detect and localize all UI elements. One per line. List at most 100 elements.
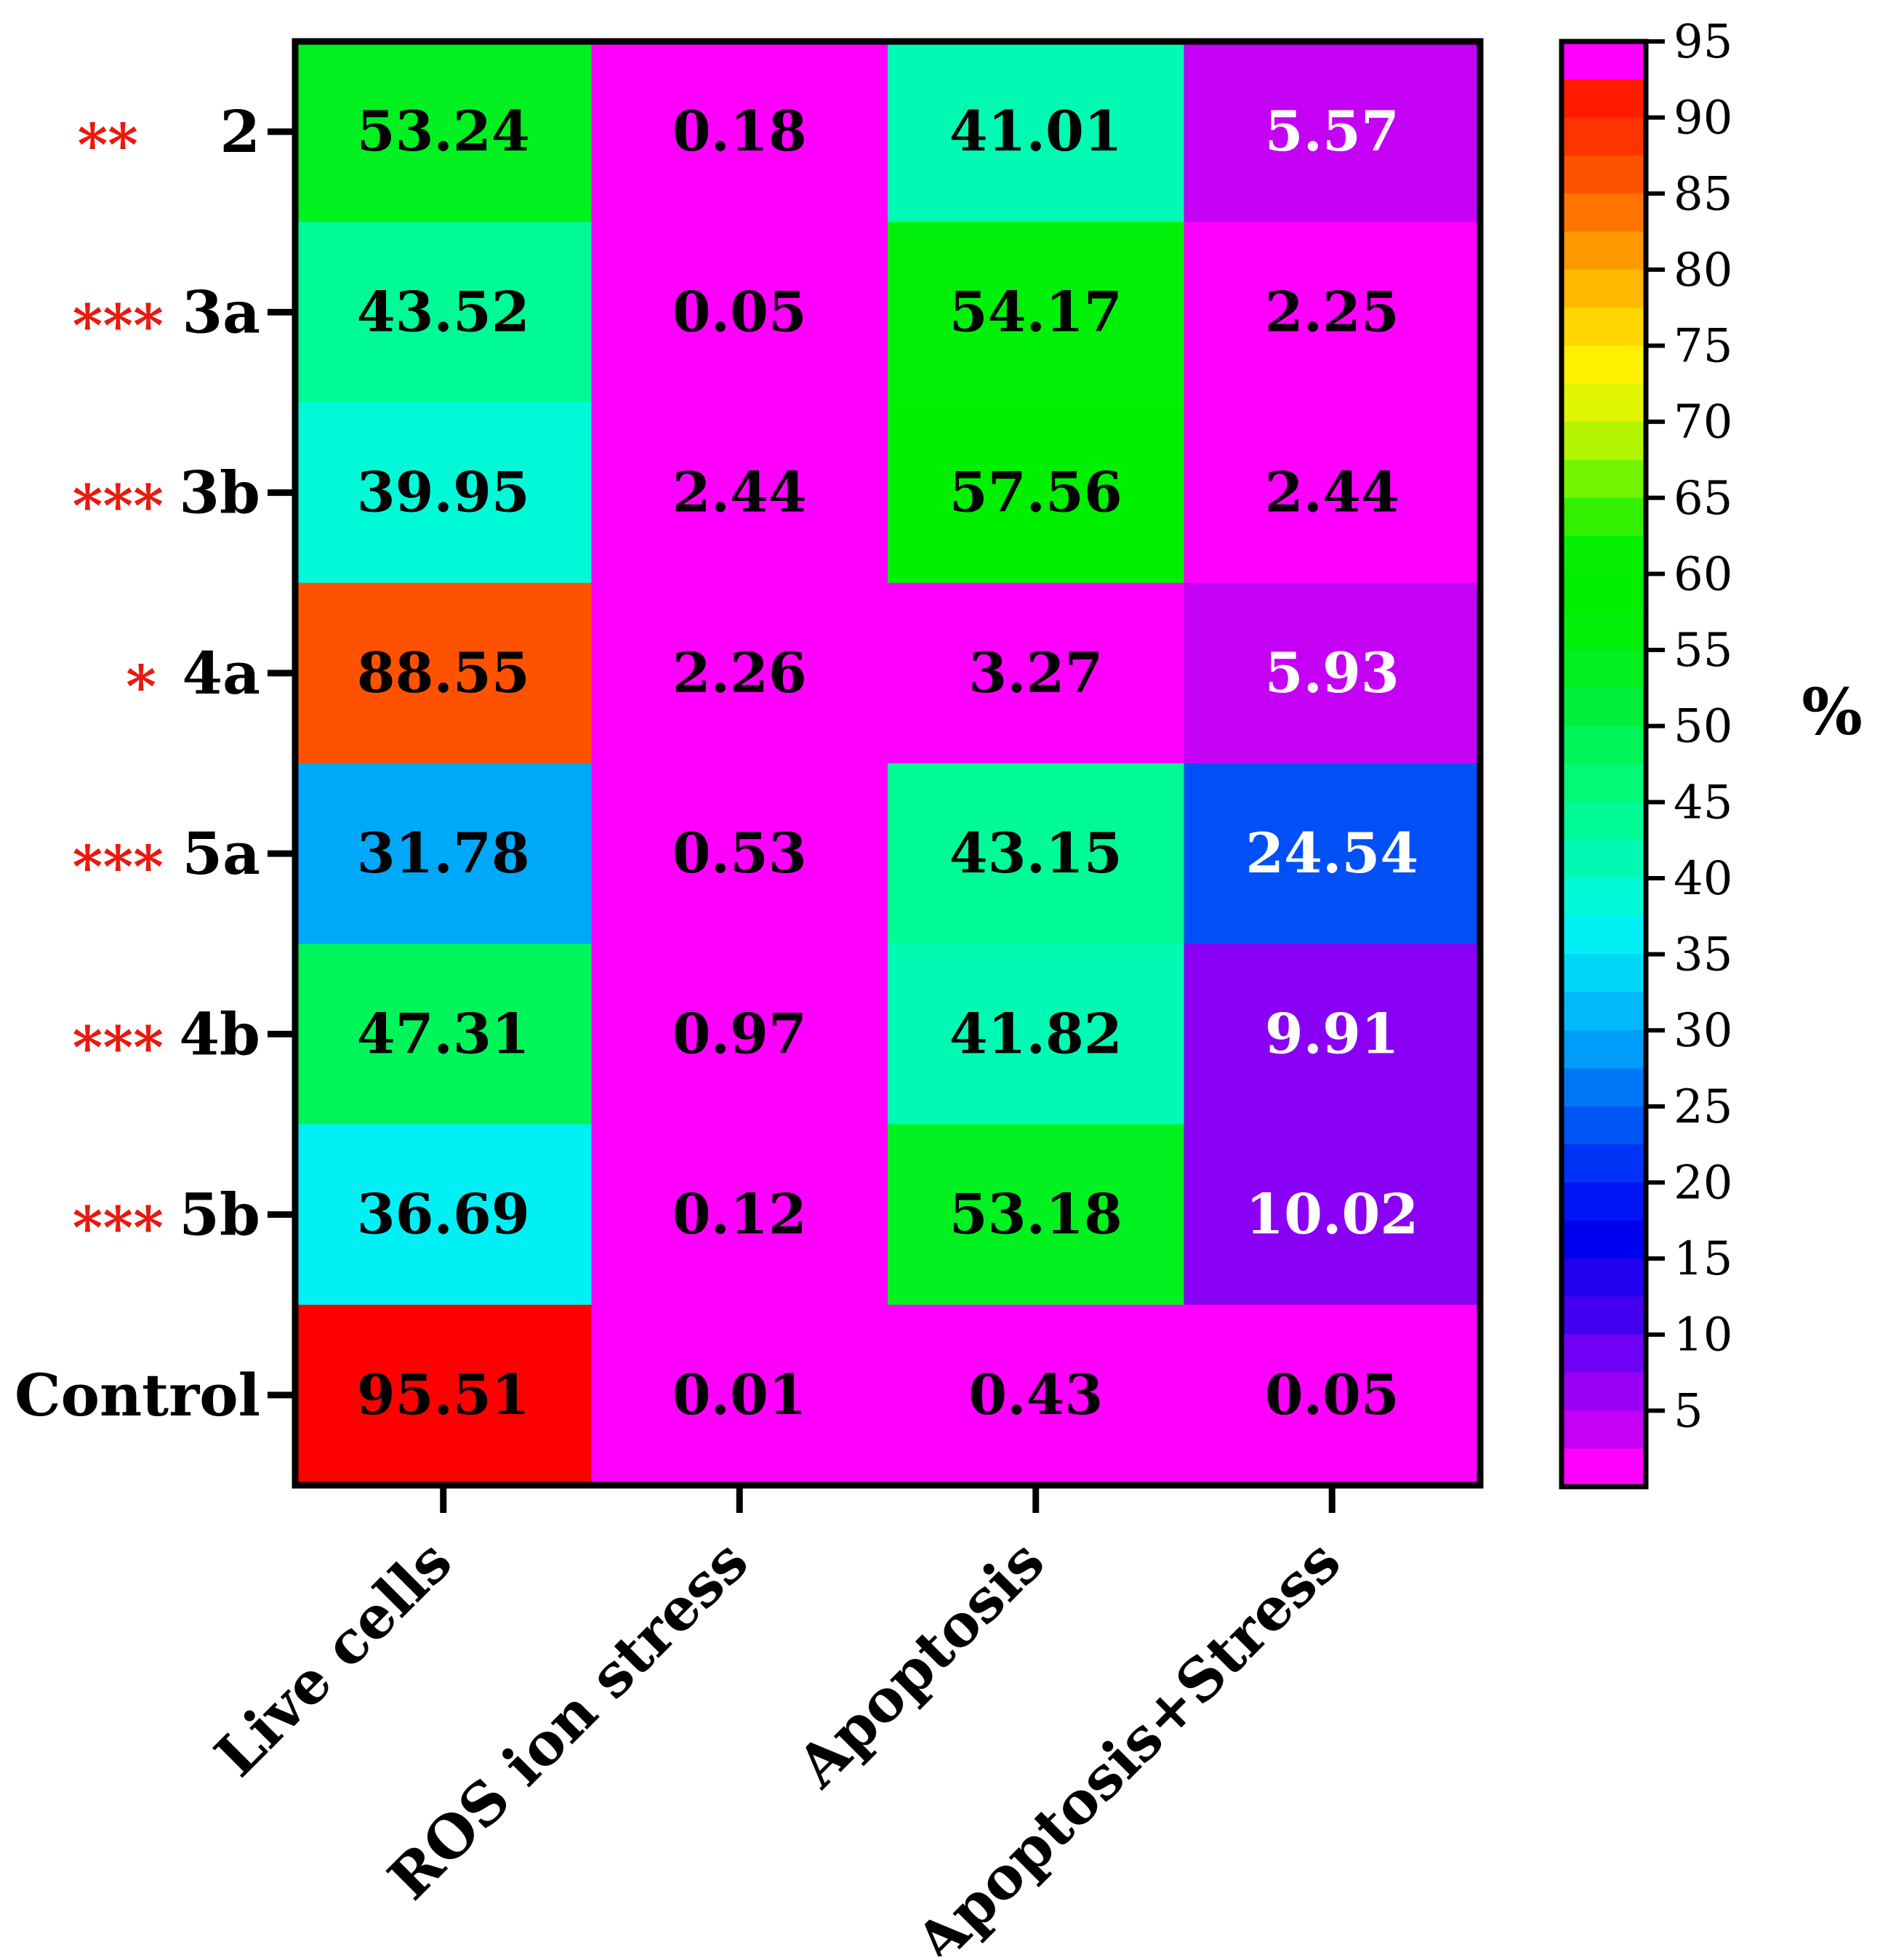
colorbar-band	[1562, 117, 1646, 156]
cell-value-label: 53.18	[949, 1182, 1122, 1247]
cell-value-label: 24.54	[1245, 821, 1418, 885]
colorbar-band	[1562, 41, 1646, 80]
cell-value-label: 10.02	[1245, 1182, 1418, 1247]
colorbar-band	[1562, 574, 1646, 613]
heatmap-cell	[295, 763, 592, 944]
heatmap-cell	[888, 582, 1185, 764]
cell-value-label: 31.78	[357, 821, 530, 885]
colorbar-tick-label: 10	[1674, 1309, 1732, 1362]
heatmap-cell	[888, 944, 1185, 1125]
colorbar-tick-label: 70	[1674, 395, 1732, 449]
colorbar-band	[1562, 497, 1646, 537]
colorbar-band	[1562, 269, 1646, 308]
heatmap-cell	[888, 41, 1185, 222]
colorbar-band	[1562, 1296, 1646, 1336]
heatmap-cell	[888, 1124, 1185, 1306]
cell-value-label: 2.44	[1265, 460, 1399, 525]
colorbar-band	[1562, 802, 1646, 841]
cell-value-label: 2.25	[1265, 279, 1399, 344]
colorbar: 95 90 85 80 75 70 65 60 55 50 45 40 35 30 25 20 15 10 5%	[1559, 15, 1863, 1490]
colorbar-band	[1562, 1373, 1646, 1411]
colorbar-tick-label: 80	[1674, 244, 1732, 297]
cell-value-label: 54.17	[949, 279, 1122, 344]
colorbar-band	[1562, 916, 1646, 955]
colorbar-band	[1562, 688, 1646, 727]
significance-marker: ***	[72, 1194, 164, 1262]
colorbar-band	[1562, 764, 1646, 803]
colorbar-band	[1562, 193, 1646, 233]
cell-value-label: 2.26	[672, 640, 807, 705]
cell-value-label: 41.01	[949, 99, 1122, 164]
heatmap-cell	[1184, 1304, 1481, 1486]
heatmap-cell	[295, 1124, 592, 1306]
colorbar-band	[1562, 459, 1646, 499]
row-label: 2	[220, 97, 260, 166]
cell-value-label: 0.43	[968, 1362, 1103, 1427]
colorbar-tick-label: 55	[1674, 624, 1732, 678]
heatmap-cell	[591, 41, 888, 222]
colorbar-tick-label: 65	[1674, 472, 1732, 526]
colorbar-tick-label: 60	[1674, 547, 1732, 601]
row-label: 3a	[182, 278, 261, 346]
heatmap-cell	[591, 944, 888, 1125]
colorbar-band	[1562, 383, 1646, 422]
colorbar-tick-label: 75	[1674, 320, 1732, 374]
colorbar-band	[1562, 1220, 1646, 1259]
colorbar-band	[1562, 79, 1646, 119]
cell-value-label: 3.27	[968, 640, 1103, 705]
colorbar-band	[1562, 155, 1646, 194]
colorbar-band	[1562, 1144, 1646, 1184]
heatmap-cell	[295, 1304, 592, 1486]
heatmap-cell	[295, 944, 592, 1125]
heatmap-cell	[295, 402, 592, 584]
heatmap-cell	[1184, 222, 1481, 403]
significance-marker: ***	[72, 472, 164, 540]
cell-value-label: 0.01	[672, 1362, 807, 1427]
colorbar-band	[1562, 422, 1646, 461]
colorbar-tick-label: 20	[1674, 1156, 1732, 1210]
colorbar-band	[1562, 954, 1646, 993]
heatmap-cell-labels: 53.24 0.18 41.01 5.57 43.52 0.05 54.17 2.25 39.9…	[357, 99, 1418, 1427]
heatmap-cells	[295, 41, 1481, 1486]
colorbar-band	[1562, 308, 1646, 347]
cell-value-label: 2.44	[672, 460, 807, 525]
colorbar-band	[1562, 1334, 1646, 1373]
colorbar-band	[1562, 992, 1646, 1031]
colorbar-tick-label: 50	[1674, 700, 1732, 754]
heatmap-cell	[1184, 763, 1481, 944]
colorbar-band	[1562, 726, 1646, 765]
cell-value-label: 5.57	[1265, 99, 1399, 164]
heatmap-cell	[1184, 582, 1481, 764]
colorbar-band	[1562, 877, 1646, 917]
heatmap-cell	[591, 402, 888, 584]
cell-value-label: 57.56	[949, 460, 1122, 525]
cell-value-label: 0.97	[672, 1001, 807, 1066]
cell-value-label: 0.05	[1265, 1362, 1399, 1427]
colorbar-band	[1562, 1030, 1646, 1069]
heatmap-cell	[888, 1304, 1185, 1486]
colorbar-tick-label: 95	[1674, 15, 1732, 69]
cell-value-label: 0.18	[672, 99, 807, 164]
row-label: Control	[15, 1361, 260, 1429]
heatmap-cell	[591, 1304, 888, 1486]
cell-value-label: 0.05	[672, 279, 807, 344]
heatmap-cell	[1184, 402, 1481, 584]
cell-value-label: 88.55	[357, 640, 530, 705]
significance-marker: ***	[72, 291, 164, 359]
colorbar-tick-label: 5	[1674, 1384, 1703, 1438]
heatmap-cell	[1184, 41, 1481, 222]
significance-marker: **	[77, 111, 138, 179]
colorbar-band	[1562, 1068, 1646, 1107]
colorbar-band	[1562, 840, 1646, 879]
significance-marker: *	[126, 652, 156, 720]
heatmap-cell	[888, 763, 1185, 944]
colorbar-tick-label: 15	[1674, 1232, 1732, 1286]
heatmap-cell	[1184, 944, 1481, 1125]
colorbar-band	[1562, 611, 1646, 651]
cell-value-label: 36.69	[357, 1182, 530, 1247]
colorbar-tick-label: 30	[1674, 1004, 1732, 1058]
row-label: 4b	[179, 1000, 260, 1068]
heatmap-cell	[295, 222, 592, 403]
heatmap-cell	[591, 582, 888, 764]
